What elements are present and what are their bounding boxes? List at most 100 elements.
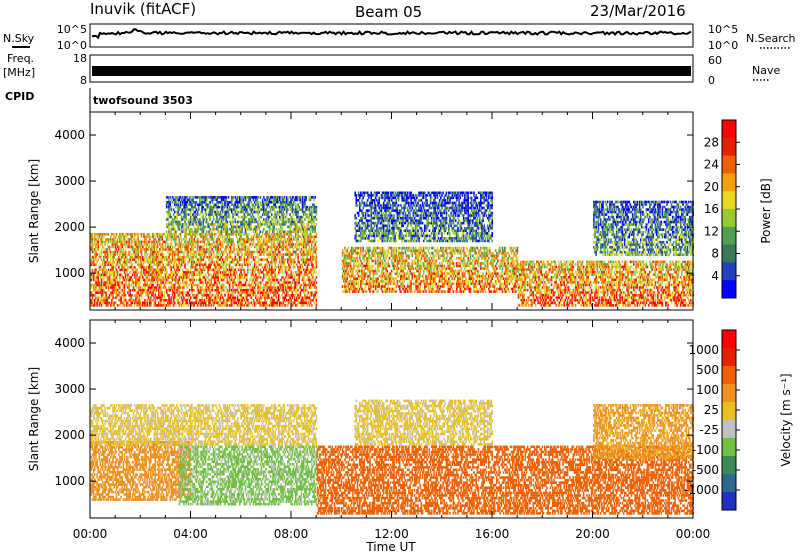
power-echo-cell <box>284 199 286 202</box>
power-echo-cell <box>102 243 104 246</box>
power-echo-cell <box>268 196 270 199</box>
power-echo-cell <box>225 286 227 289</box>
power-echo-cell <box>243 201 245 204</box>
power-echo-cell <box>271 248 273 251</box>
power-echo-cell <box>304 218 306 221</box>
power-echo-cell <box>286 213 288 216</box>
power-echo-cell <box>213 274 215 277</box>
power-echo-cell <box>225 213 227 216</box>
power-echo-cell <box>135 258 137 261</box>
power-echo-cell <box>92 236 94 239</box>
power-echo-cell <box>199 266 201 269</box>
power-echo-cell <box>206 236 208 239</box>
power-echo-cell <box>229 286 231 289</box>
power-echo-cell <box>257 201 259 204</box>
power-echo-cell <box>181 216 183 219</box>
power-echo-cell <box>232 238 234 241</box>
power-echo-cell <box>274 221 276 224</box>
power-echo-cell <box>175 201 177 204</box>
power-echo-cell <box>249 294 251 297</box>
power-echo-cell <box>260 284 262 287</box>
power-echo-cell <box>148 294 150 297</box>
power-echo-cell <box>228 211 230 214</box>
power-echo-cell <box>209 216 211 219</box>
power-echo-cell <box>208 238 210 241</box>
power-echo-cell <box>214 223 216 226</box>
power-echo-cell <box>240 294 242 297</box>
power-echo-cell <box>240 236 242 239</box>
power-echo-cell <box>198 228 200 231</box>
power-echo-cell <box>115 251 117 254</box>
power-echo-cell <box>345 288 347 291</box>
power-echo-cell <box>264 223 266 226</box>
power-echo-cell <box>296 286 298 289</box>
power-echo-cell <box>179 199 181 202</box>
power-echo-cell <box>180 274 182 277</box>
power-echo-cell <box>286 211 288 214</box>
power-echo-cell <box>298 279 300 282</box>
power-echo-cell <box>353 267 355 270</box>
power-echo-cell <box>305 299 307 302</box>
power-echo-cell <box>120 236 122 239</box>
power-echo-cell <box>124 271 126 274</box>
power-echo-cell <box>207 204 209 207</box>
freq-left-tick-bottom: 8 <box>80 74 87 87</box>
power-echo-cell <box>212 243 214 246</box>
power-echo-cell <box>107 281 109 284</box>
power-echo-cell <box>143 266 145 269</box>
power-echo-cell <box>189 294 191 297</box>
power-echo-cell <box>211 264 213 267</box>
power-echo-cell <box>164 258 166 261</box>
power-echo-cell <box>168 223 170 226</box>
power-echo-cell <box>165 286 167 289</box>
power-echo-cell <box>279 196 281 199</box>
power-echo-cell <box>241 299 243 302</box>
power-echo-cell <box>203 233 205 236</box>
power-echo-cell <box>214 271 216 274</box>
power-echo-cell <box>252 304 254 307</box>
power-echo-cell <box>187 274 189 277</box>
power-echo-cell <box>215 294 217 297</box>
power-echo-cell <box>161 291 163 294</box>
power-echo-cell <box>150 264 152 267</box>
power-echo-cell <box>216 199 218 202</box>
power-echo-cell <box>183 223 185 226</box>
power-echo-cell <box>117 253 119 256</box>
power-echo-cell <box>284 213 286 216</box>
power-echo-cell <box>269 297 271 300</box>
power-echo-cell <box>251 261 253 264</box>
power-echo-cell <box>153 246 155 249</box>
power-echo-cell <box>132 241 134 244</box>
power-echo-cell <box>93 261 95 264</box>
power-echo-cell <box>212 236 214 239</box>
power-echo-cell <box>301 238 303 241</box>
power-echo-cell <box>119 304 121 307</box>
power-echo-cell <box>103 279 105 282</box>
power-echo-cell <box>124 302 126 305</box>
power-echo-cell <box>222 258 224 261</box>
power-echo-cell <box>195 204 197 207</box>
power-echo-cell <box>135 241 137 244</box>
power-echo-cell <box>180 246 182 249</box>
power-echo-cell <box>95 246 97 249</box>
power-echo-cell <box>238 204 240 207</box>
power-echo-cell <box>136 274 138 277</box>
power-echo-cell <box>358 283 360 286</box>
power-echo-cell <box>217 294 219 297</box>
power-echo-cell <box>207 276 209 279</box>
power-echo-cell <box>306 233 308 236</box>
power-echo-cell <box>270 279 272 282</box>
power-echo-cell <box>158 294 160 297</box>
power-echo-cell <box>185 211 187 214</box>
power-echo-cell <box>93 251 95 254</box>
power-echo-cell <box>290 238 292 241</box>
nave-right-tick-top: 60 <box>708 54 722 67</box>
power-echo-cell <box>264 251 266 254</box>
power-echo-cell <box>316 236 318 239</box>
power-echo-cell <box>190 281 192 284</box>
power-echo-cell <box>132 264 134 267</box>
power-echo-cell <box>201 286 203 289</box>
power-echo-cell <box>180 223 182 226</box>
power-echo-cell <box>260 294 262 297</box>
power-echo-cell <box>173 213 175 216</box>
